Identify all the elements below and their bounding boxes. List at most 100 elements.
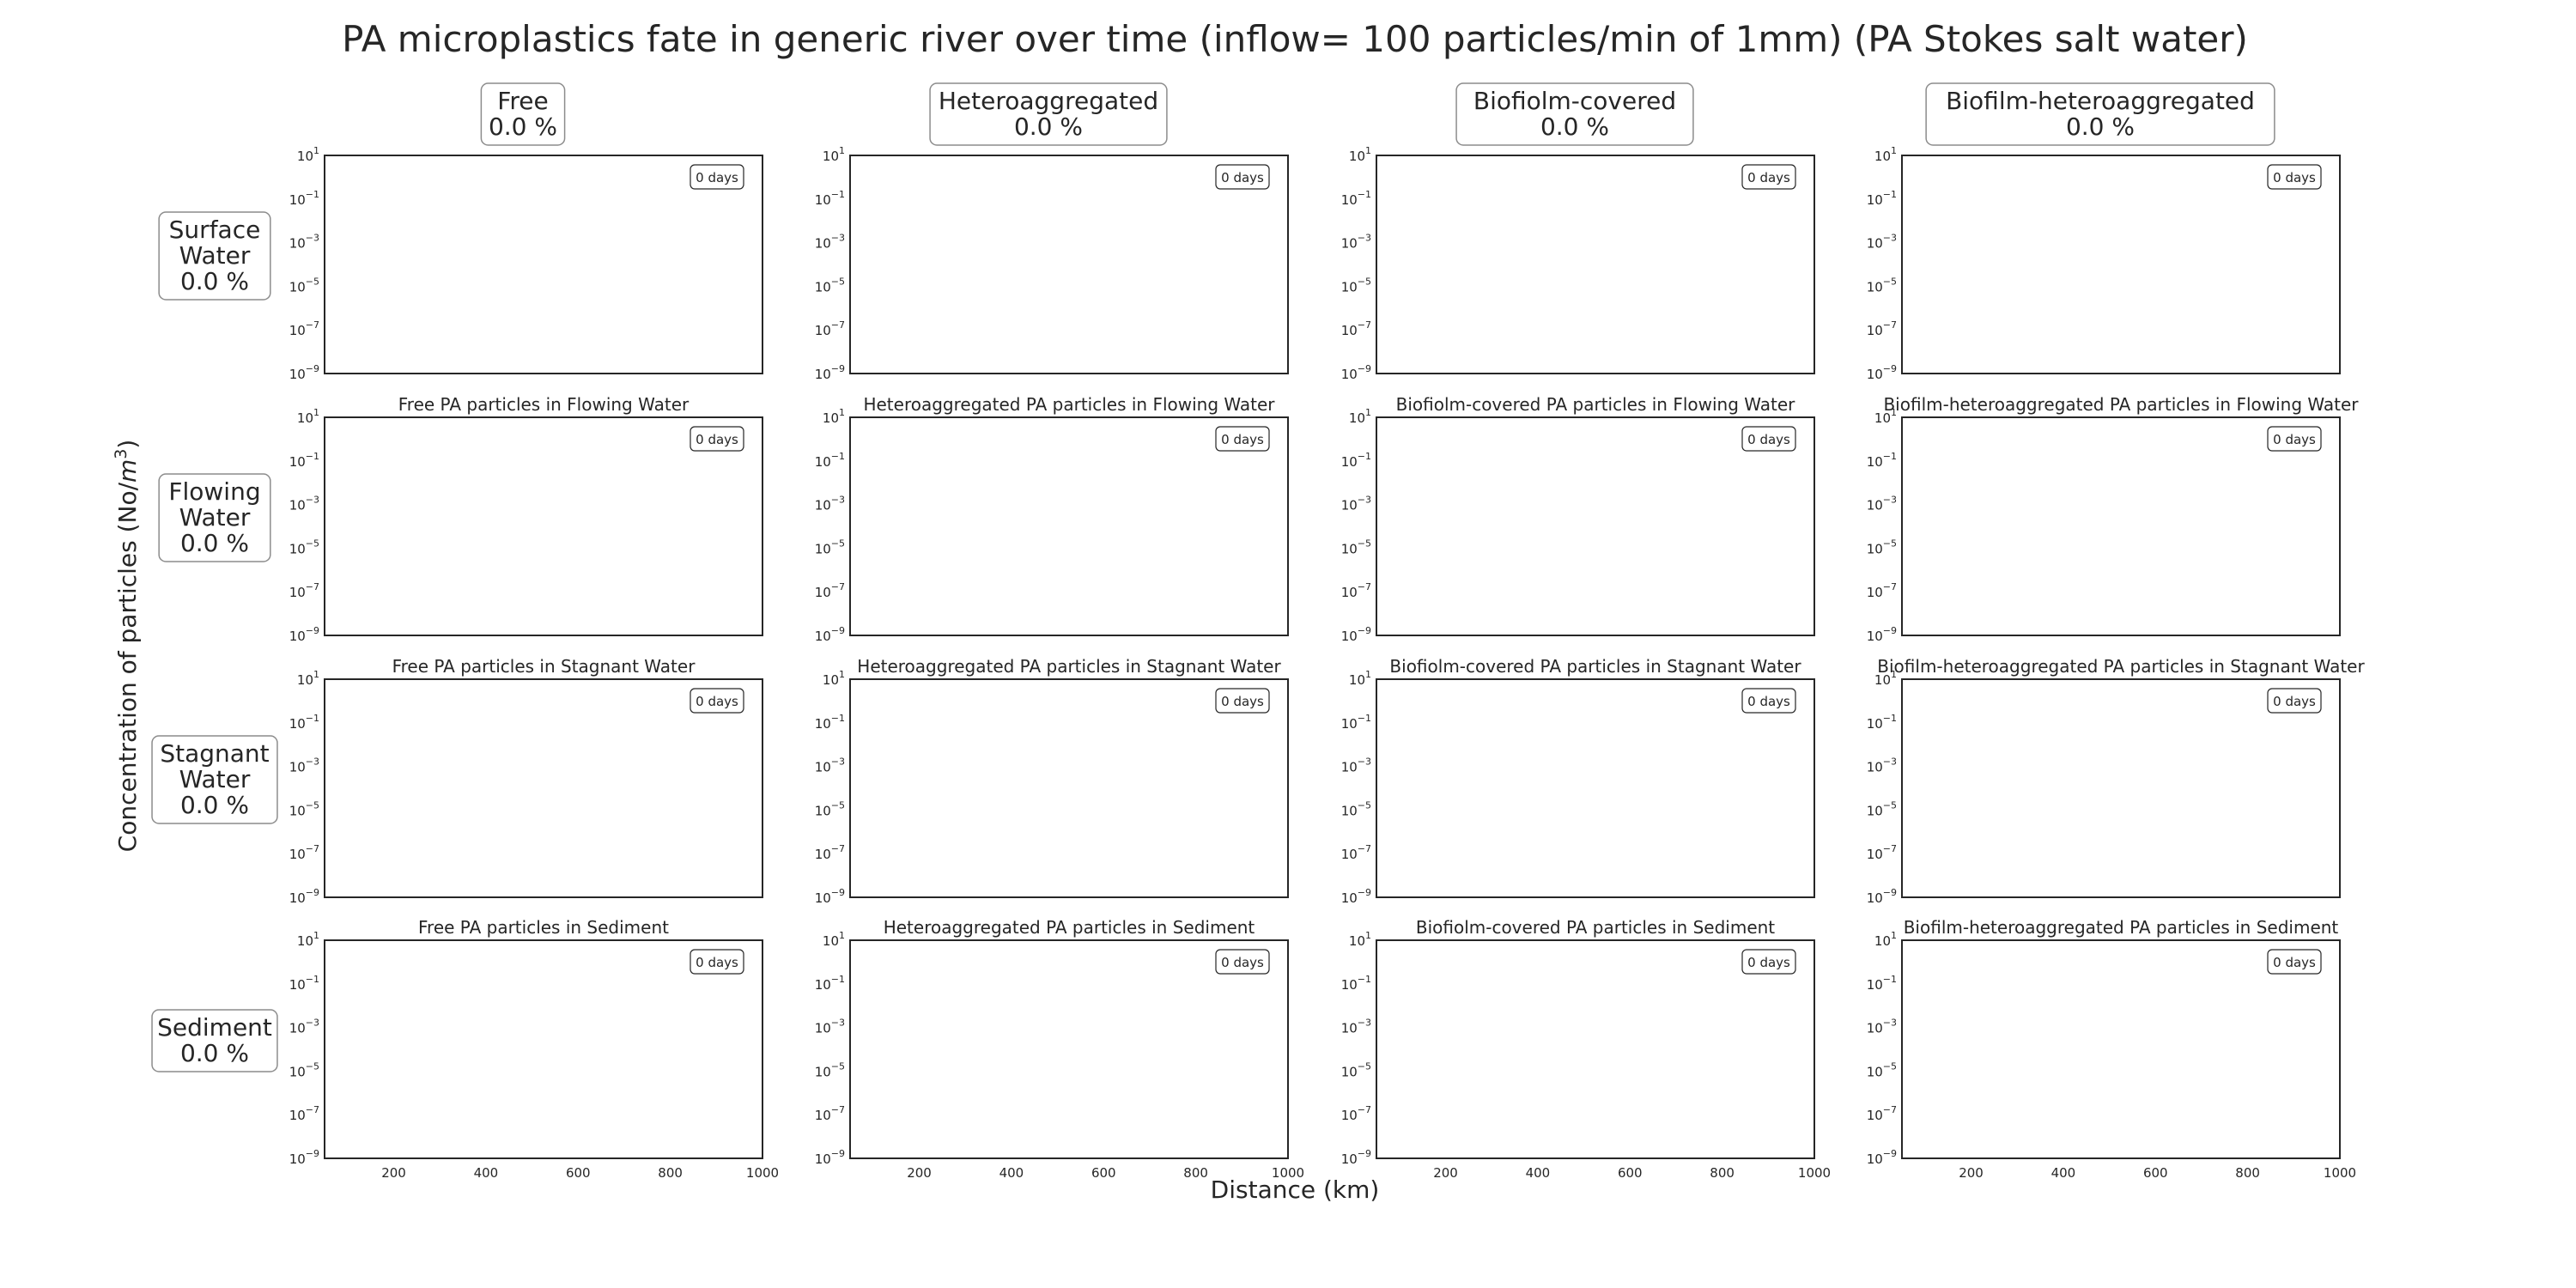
y-tick-label: 10−9 — [1867, 363, 1897, 382]
y-tick-base: 10 — [297, 672, 313, 688]
y-tick-exponent: −7 — [1358, 319, 1371, 331]
time-box — [1741, 688, 1796, 714]
y-tick-exponent: −5 — [306, 538, 319, 549]
x-tick-label: 600 — [1618, 1165, 1643, 1181]
y-tick-exponent: −3 — [306, 1018, 319, 1029]
y-tick-base: 10 — [1341, 1064, 1358, 1079]
axes-frame — [849, 155, 1289, 374]
row-label-1-text: Surface Water 0.0 % — [169, 216, 261, 295]
y-tick-base: 10 — [1349, 410, 1365, 426]
y-tick-exponent: 1 — [313, 407, 319, 418]
y-tick-label: 10−1 — [289, 451, 319, 470]
y-tick-label: 10−7 — [1867, 319, 1897, 338]
y-tick-base: 10 — [289, 1108, 306, 1123]
y-tick-base: 10 — [815, 541, 831, 556]
y-tick-label: 10−3 — [815, 1018, 845, 1036]
y-tick-base: 10 — [1341, 629, 1358, 644]
y-tick-exponent: −3 — [1883, 1018, 1897, 1029]
y-tick-base: 10 — [1341, 192, 1358, 208]
subplot-r4-c4: Biofilm-heteroaggregated PA particles in… — [1867, 917, 2356, 1181]
column-header-3-text: Biofiolm-covered 0.0 % — [1473, 87, 1676, 141]
y-tick-base: 10 — [815, 323, 831, 338]
time-label: 0 days — [2273, 170, 2316, 185]
y-tick-base: 10 — [1867, 977, 1883, 993]
y-tick-exponent: 1 — [839, 145, 845, 156]
column-header-1-text: Free 0.0 % — [489, 87, 557, 141]
y-tick-base: 10 — [289, 236, 306, 252]
x-tick-label: 400 — [2051, 1165, 2076, 1181]
row-label-1-name-line: Water — [179, 241, 251, 270]
y-tick-label: 10−7 — [1341, 581, 1371, 600]
y-tick-base: 10 — [289, 890, 306, 906]
y-tick-label: 10−1 — [815, 713, 845, 732]
y-tick-label: 10−7 — [289, 581, 319, 600]
y-tick-base: 10 — [1867, 279, 1883, 295]
y-tick-label: 10−1 — [815, 451, 845, 470]
y-tick-exponent: −1 — [831, 189, 845, 200]
y-tick-base: 10 — [1341, 847, 1358, 862]
subplot-grid: Free 0.0 %Heteroaggregated 0.0 %Biofiolm-c… — [151, 82, 2365, 1181]
y-tick-label: 10−3 — [1867, 495, 1897, 513]
axes-frame — [1376, 939, 1815, 1159]
y-tick-exponent: −9 — [831, 1148, 845, 1159]
y-tick-label: 10−3 — [1867, 756, 1897, 775]
time-label: 0 days — [2273, 694, 2316, 709]
y-tick-exponent: −1 — [306, 451, 319, 462]
y-tick-label: 10−7 — [815, 843, 845, 862]
y-tick-base: 10 — [1341, 367, 1358, 382]
y-tick-base: 10 — [1341, 1151, 1358, 1167]
time-label: 0 days — [1747, 694, 1790, 709]
y-tick-base: 10 — [815, 803, 831, 818]
y-tick-exponent: 1 — [313, 669, 319, 680]
y-tick-exponent: 1 — [839, 669, 845, 680]
y-tick-exponent: −9 — [1358, 887, 1371, 898]
column-header-2-frame — [929, 82, 1168, 146]
y-tick-exponent: −9 — [306, 363, 319, 374]
y-tick-label: 101 — [823, 407, 845, 426]
y-tick-exponent: 1 — [1891, 407, 1897, 418]
y-tick-label: 10−3 — [1867, 233, 1897, 252]
y-tick-label: 10−9 — [289, 1148, 319, 1167]
y-tick-base: 10 — [297, 149, 313, 164]
row-label-3: Stagnant Water 0.0 % — [151, 735, 278, 824]
y-tick-base: 10 — [1867, 716, 1883, 732]
column-header-4-text: Biofilm-heteroaggregated 0.0 % — [1946, 87, 2255, 141]
y-tick-label: 10−5 — [289, 1060, 319, 1079]
y-tick-label: 10−7 — [289, 1104, 319, 1123]
y-tick-base: 10 — [289, 192, 306, 208]
y-tick-exponent: −3 — [1883, 233, 1897, 244]
x-tick-label: 800 — [1710, 1165, 1735, 1181]
y-tick-base: 10 — [1867, 629, 1883, 644]
y-tick-exponent: −7 — [1358, 1104, 1371, 1115]
x-tick-label: 200 — [1433, 1165, 1458, 1181]
y-tick-base: 10 — [1341, 977, 1358, 993]
y-tick-label: 10−3 — [1867, 1018, 1897, 1036]
axes-frame — [1901, 155, 2341, 374]
row-label-2-frame — [158, 473, 271, 562]
column-header-4-percent: 0.0 % — [2066, 112, 2135, 141]
y-tick-exponent: −3 — [306, 495, 319, 506]
y-tick-label: 10−1 — [289, 713, 319, 732]
y-tick-base: 10 — [289, 585, 306, 600]
y-tick-label: 101 — [1874, 145, 1897, 164]
y-tick-label: 10−9 — [1341, 887, 1371, 906]
time-label: 0 days — [1221, 432, 1264, 447]
y-tick-label: 101 — [297, 145, 319, 164]
y-tick-label: 10−7 — [1341, 319, 1371, 338]
y-tick-base: 10 — [1341, 236, 1358, 252]
subplot-title: Free PA particles in Flowing Water — [398, 394, 690, 415]
y-axis-label-text: Concentration of particles (No/ — [113, 482, 142, 852]
y-tick-base: 10 — [1341, 716, 1358, 732]
y-tick-exponent: −5 — [831, 1060, 845, 1072]
y-tick-label: 10−3 — [289, 495, 319, 513]
y-tick-label: 10−9 — [1867, 887, 1897, 906]
y-tick-exponent: −5 — [306, 799, 319, 811]
y-tick-exponent: −3 — [831, 495, 845, 506]
y-tick-exponent: −5 — [1358, 799, 1371, 811]
y-tick-base: 10 — [289, 323, 306, 338]
y-tick-exponent: −5 — [1883, 1060, 1897, 1072]
y-tick-exponent: −9 — [831, 625, 845, 636]
y-tick-exponent: 1 — [1365, 930, 1371, 941]
